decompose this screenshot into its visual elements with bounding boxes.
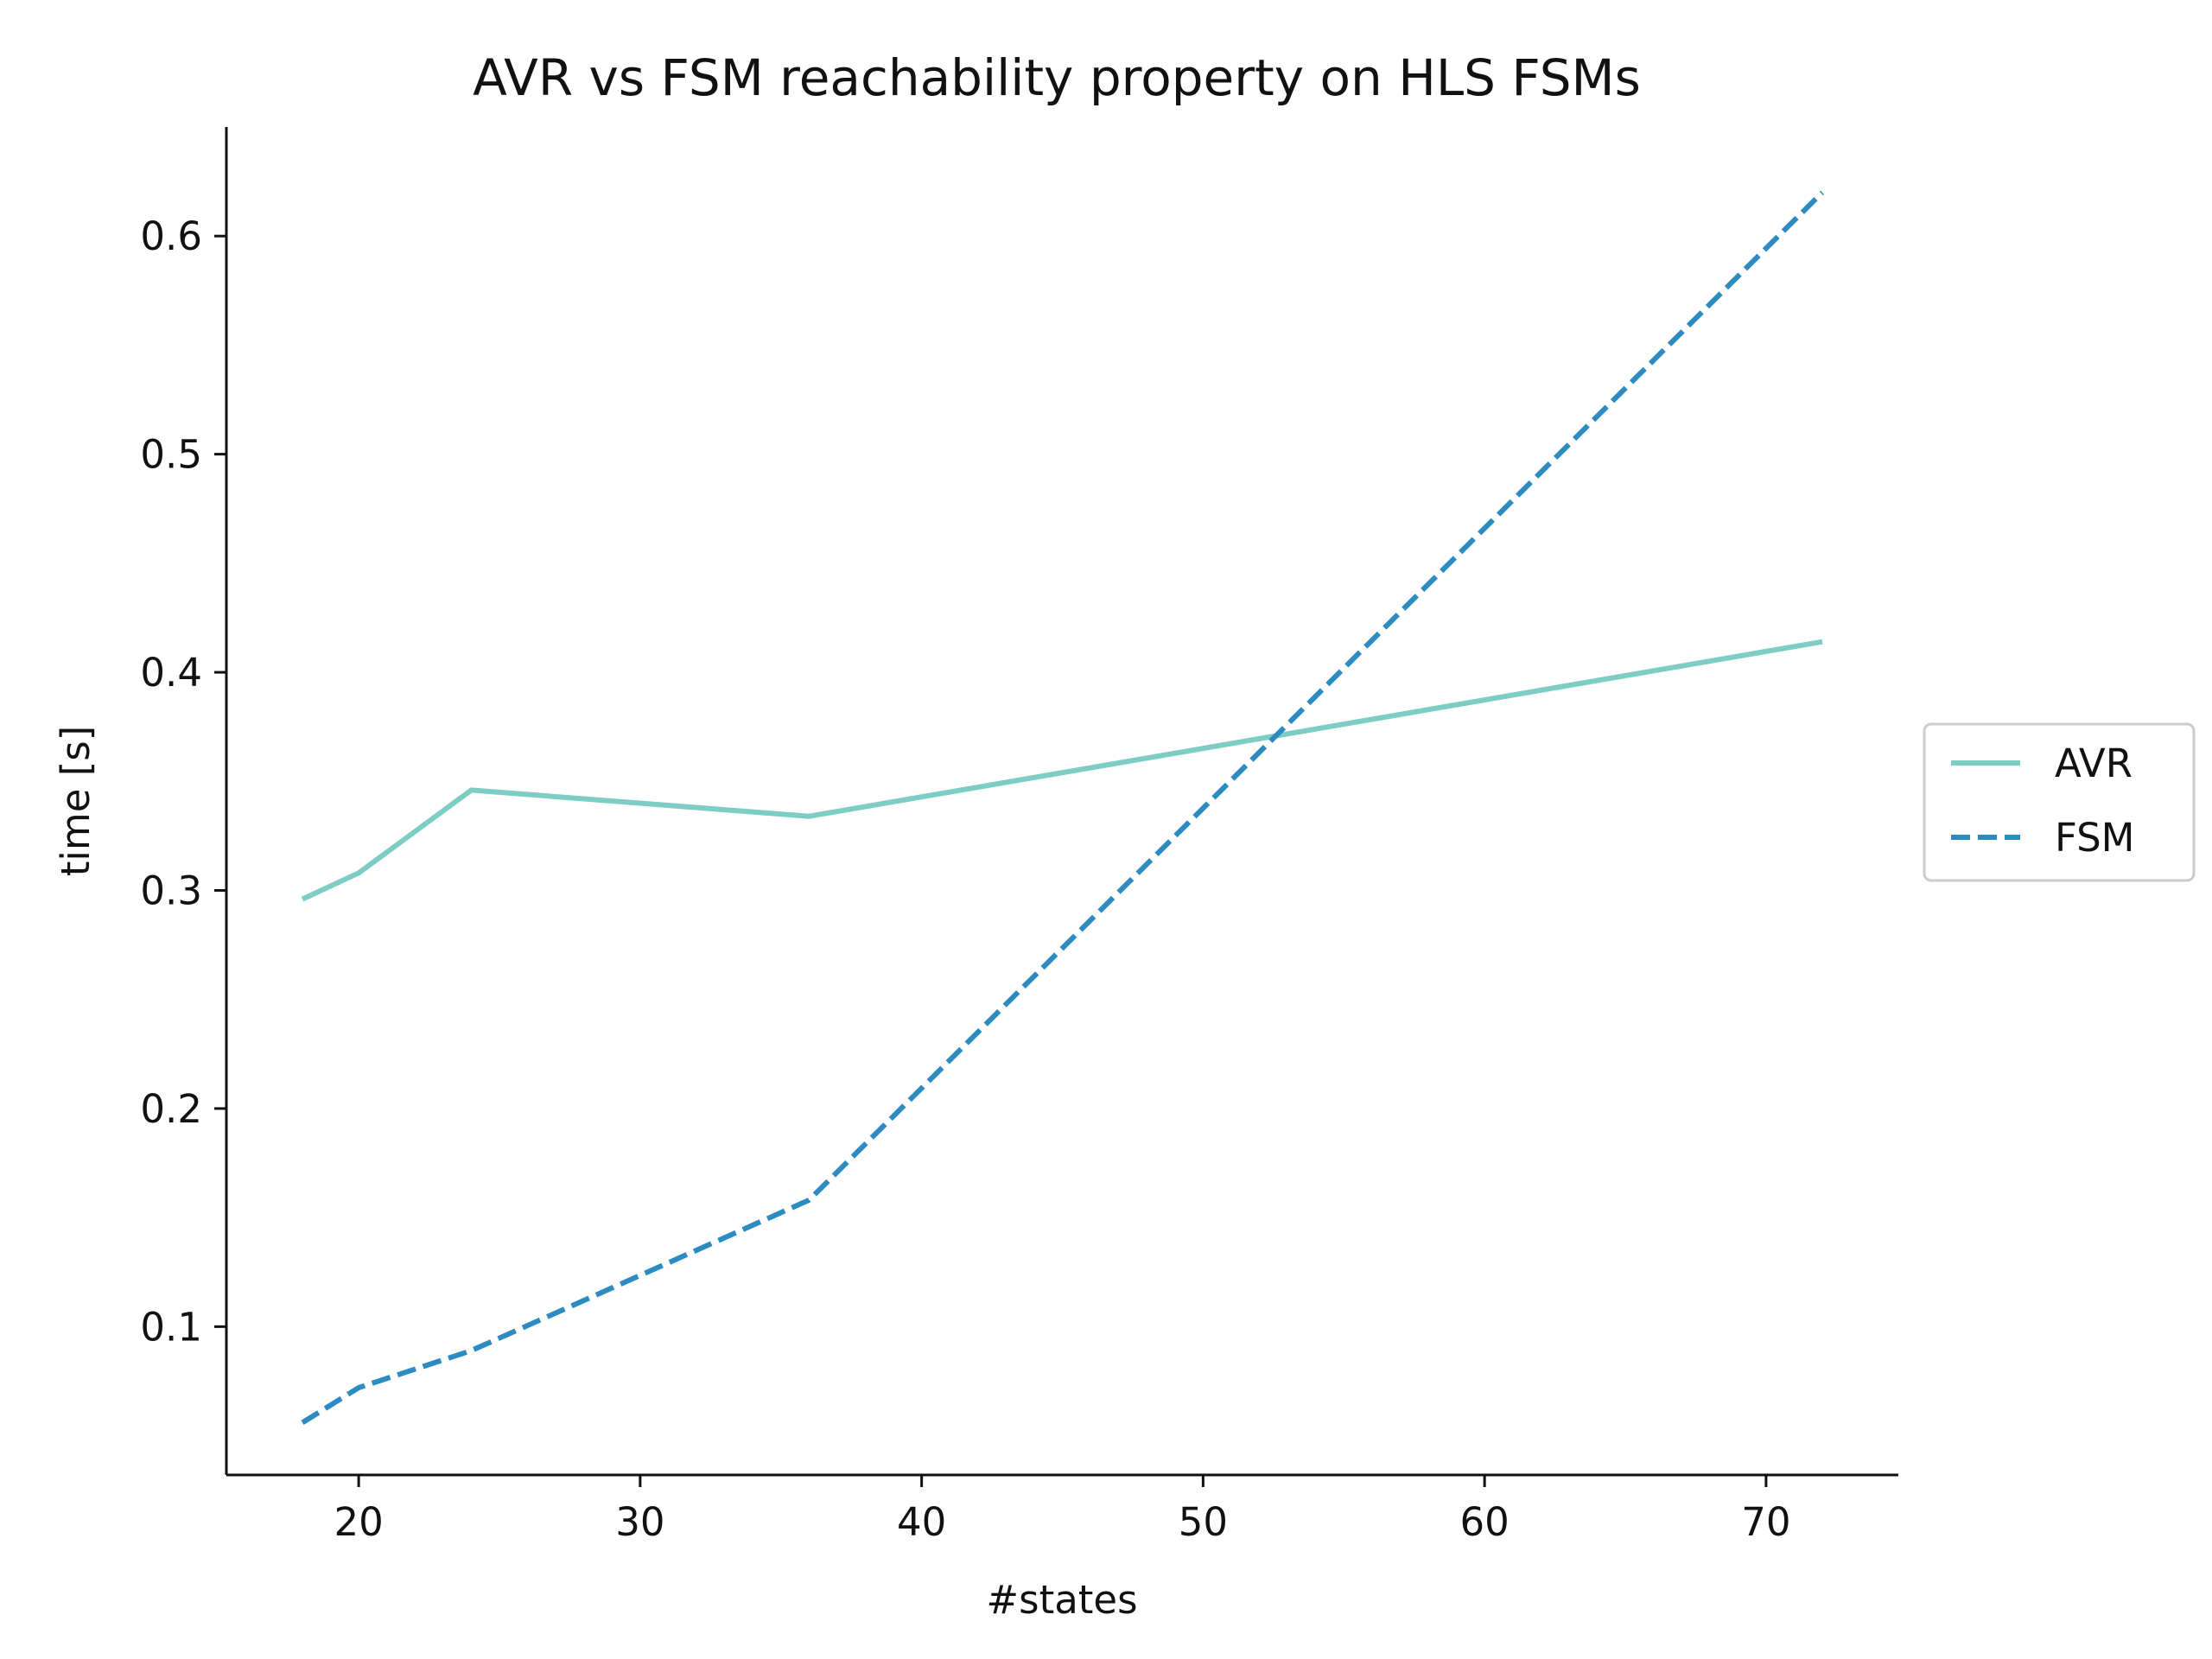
y-tick-label: 0.4: [140, 650, 202, 696]
legend-label-fsm: FSM: [2055, 815, 2134, 861]
x-axis-label: #states: [986, 1577, 1137, 1623]
legend-label-avr: AVR: [2055, 741, 2133, 786]
x-tick-label: 30: [615, 1499, 664, 1545]
y-axis-label: time [s]: [53, 726, 99, 877]
x-tick-label: 60: [1460, 1499, 1510, 1545]
x-tick-label: 70: [1741, 1499, 1790, 1545]
x-axis-ticks: 20 30 40 50 60 70: [334, 1475, 1791, 1545]
series-line-fsm: [301, 190, 1825, 1425]
chart-title: AVR vs FSM reachability property on HLS …: [473, 48, 1641, 107]
y-tick-label: 0.5: [140, 432, 202, 478]
plot-area: [301, 190, 1825, 1425]
x-tick-label: 20: [334, 1499, 383, 1545]
x-tick-label: 50: [1179, 1499, 1228, 1545]
y-tick-label: 0.3: [140, 868, 202, 913]
y-tick-label: 0.2: [140, 1086, 202, 1132]
x-tick-label: 40: [897, 1499, 946, 1545]
legend: AVR FSM: [1923, 722, 2196, 882]
y-tick-label: 0.6: [140, 213, 202, 259]
y-axis-ticks: 0.1 0.2 0.3 0.4 0.5 0.6: [140, 213, 226, 1350]
series-line-avr: [301, 639, 1823, 902]
y-tick-label: 0.1: [140, 1304, 202, 1350]
